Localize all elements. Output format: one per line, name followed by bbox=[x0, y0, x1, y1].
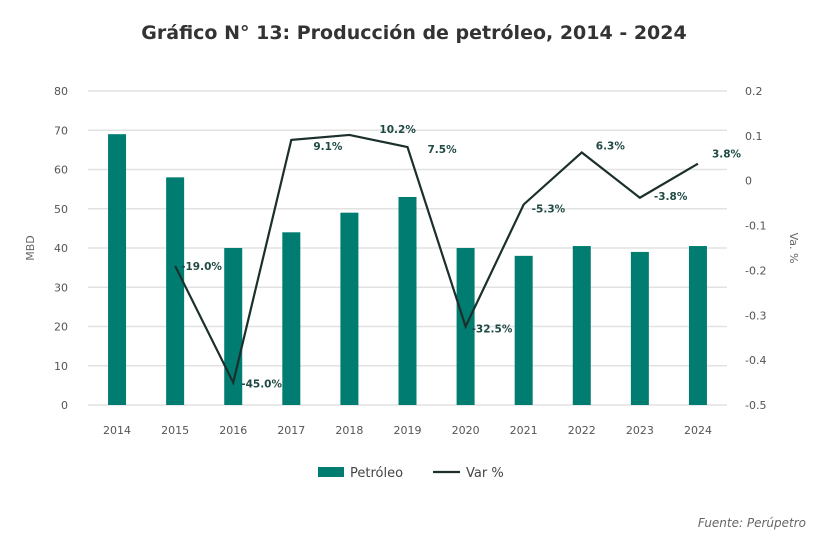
data-label: -19.0% bbox=[181, 261, 222, 273]
data-label: 3.8% bbox=[712, 149, 742, 161]
data-label: -45.0% bbox=[241, 379, 282, 391]
data-label: -32.5% bbox=[472, 324, 513, 336]
bar-2018 bbox=[340, 212, 359, 405]
bar-2022 bbox=[572, 246, 591, 405]
x-tick-label: 2016 bbox=[219, 424, 247, 437]
bar-2019 bbox=[398, 196, 417, 405]
bar-2014 bbox=[108, 134, 127, 406]
x-tick-label: 2020 bbox=[452, 424, 480, 437]
data-label: 7.5% bbox=[428, 144, 458, 156]
legend-label-petroleo: Petróleo bbox=[350, 466, 403, 481]
y-right-axis-label: Va. % bbox=[787, 233, 800, 264]
y-tick-label: 40 bbox=[54, 242, 68, 255]
data-label: 10.2% bbox=[379, 124, 416, 136]
x-tick-label: 2022 bbox=[568, 424, 596, 437]
y-tick-label: 0 bbox=[61, 399, 68, 412]
y-tick-label: 50 bbox=[54, 203, 68, 216]
y-right-tick-label: -0.3 bbox=[745, 309, 766, 322]
y-right-tick-label: -0.4 bbox=[745, 354, 766, 367]
y-right-tick-label: -0.5 bbox=[745, 399, 766, 412]
bar-2017 bbox=[282, 232, 301, 405]
y-tick-label: 30 bbox=[54, 281, 68, 294]
x-tick-label: 2023 bbox=[626, 424, 654, 437]
bar-2021 bbox=[514, 255, 533, 405]
bar-2023 bbox=[630, 251, 649, 405]
y-axis-label: MBD bbox=[24, 235, 37, 261]
y-tick-label: 20 bbox=[54, 321, 68, 334]
x-tick-label: 2015 bbox=[161, 424, 189, 437]
source-note: Fuente: Perúpetro bbox=[697, 516, 806, 530]
y-right-tick-label: -0.2 bbox=[745, 264, 766, 277]
data-label: -3.8% bbox=[654, 191, 688, 203]
x-tick-label: 2014 bbox=[103, 424, 131, 437]
y-right-tick-label: 0.2 bbox=[745, 85, 763, 98]
y-right-tick-label: -0.1 bbox=[745, 220, 766, 233]
x-tick-label: 2019 bbox=[394, 424, 422, 437]
bar-2024 bbox=[688, 246, 707, 405]
y-tick-label: 10 bbox=[54, 360, 68, 373]
data-label: 9.1% bbox=[313, 141, 343, 153]
legend-label-var: Var % bbox=[466, 466, 504, 481]
data-label: -5.3% bbox=[532, 203, 566, 215]
y-tick-label: 70 bbox=[54, 124, 68, 137]
y-tick-label: 80 bbox=[54, 85, 68, 98]
y-tick-label: 60 bbox=[54, 164, 68, 177]
y-right-tick-label: 0.1 bbox=[745, 130, 763, 143]
y-right-tick-label: 0 bbox=[745, 175, 752, 188]
x-tick-label: 2021 bbox=[510, 424, 538, 437]
chart-title: Gráfico N° 13: Producción de petróleo, 2… bbox=[141, 22, 687, 44]
x-tick-label: 2024 bbox=[684, 424, 712, 437]
bar-2015 bbox=[166, 177, 185, 405]
legend-swatch-petroleo bbox=[318, 467, 344, 477]
line-var-pct bbox=[174, 133, 699, 386]
x-tick-label: 2018 bbox=[335, 424, 363, 437]
x-tick-label: 2017 bbox=[277, 424, 305, 437]
data-label: 6.3% bbox=[596, 140, 626, 152]
